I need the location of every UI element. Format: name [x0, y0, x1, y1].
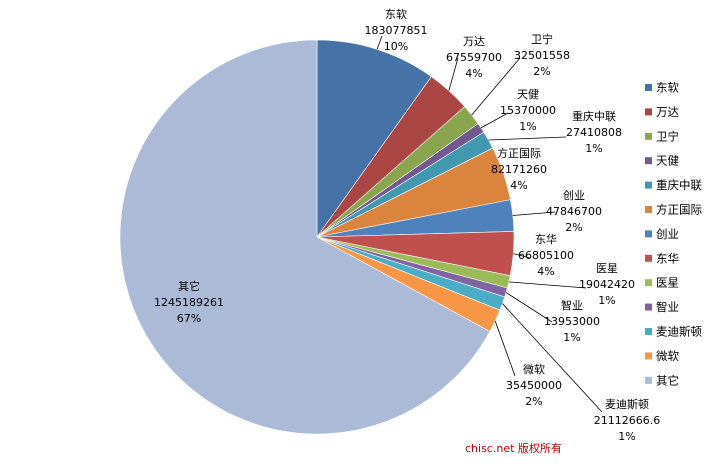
leader-lines: [376, 35, 603, 413]
data-label-value-4: 27410808: [566, 126, 622, 139]
data-label-value-0: 183077851: [365, 24, 428, 37]
data-label-value-10: 21112666.6: [594, 414, 660, 427]
legend-label-0: 东软: [656, 81, 679, 95]
data-label-name-7: 东华: [535, 232, 557, 246]
legend-label-10: 麦迪斯顿: [656, 325, 702, 339]
data-label-name-10: 麦迪斯顿: [605, 397, 649, 411]
legend-label-7: 东华: [656, 251, 679, 265]
data-label-percent-10: 1%: [618, 430, 635, 443]
data-label-percent-8: 1%: [598, 294, 615, 307]
legend-swatch-10: [645, 328, 652, 335]
leader-line-1: [448, 57, 459, 91]
data-label-percent-6: 2%: [565, 221, 582, 234]
legend-swatch-1: [645, 108, 652, 116]
data-label-percent-11: 2%: [525, 395, 542, 408]
legend-label-5: 方正国际: [656, 203, 702, 217]
copyright-credit: chisc.net 版权所有: [465, 442, 562, 455]
data-label-value-11: 35450000: [506, 379, 562, 392]
data-label-percent-4: 1%: [585, 142, 602, 155]
data-label-name-11: 微软: [523, 362, 545, 376]
data-label-name-6: 创业: [563, 189, 585, 202]
legend-swatch-5: [645, 206, 652, 213]
data-label-name-5: 方正国际: [497, 146, 541, 160]
data-label-percent-9: 1%: [563, 331, 580, 344]
data-labels: 东软 183077851 10% 万达 67559700 4% 卫宁 32501558 2% 天健…: [154, 7, 660, 443]
leader-line-11: [494, 320, 516, 377]
data-label-value-3: 15370000: [500, 104, 556, 117]
pie-slices: [119, 39, 515, 435]
data-label-value-5: 82171260: [491, 163, 547, 176]
data-label-name-9: 智业: [561, 298, 583, 312]
data-label-value-12: 1245189261: [154, 296, 224, 309]
legend-label-6: 创业: [656, 227, 679, 241]
data-label-name-2: 卫宁: [531, 32, 553, 46]
data-label-percent-0: 10%: [384, 40, 408, 53]
legend-swatch-2: [645, 132, 652, 140]
legend-swatch-0: [645, 84, 652, 91]
legend-label-8: 医星: [656, 276, 679, 290]
data-label-value-6: 47846700: [546, 205, 602, 218]
data-label-name-4: 重庆中联: [572, 109, 616, 123]
leader-line-9: [505, 292, 553, 323]
data-label-value-8: 19042420: [579, 278, 635, 291]
legend-swatch-6: [645, 230, 652, 238]
data-label-percent-2: 2%: [533, 65, 550, 78]
data-label-name-12: 其它: [178, 279, 200, 293]
legend-swatch-9: [645, 303, 652, 311]
leader-line-3: [480, 112, 509, 129]
legend-swatch-3: [645, 157, 652, 165]
data-label-value-1: 67559700: [446, 51, 502, 64]
legend-label-12: 其它: [656, 373, 679, 387]
pie-slice-0: [316, 39, 432, 238]
leader-line-4: [488, 136, 567, 141]
data-label-percent-5: 4%: [510, 179, 527, 192]
data-label-percent-7: 4%: [537, 265, 554, 278]
leader-line-6: [512, 211, 556, 216]
leader-line-10: [502, 303, 603, 413]
data-label-percent-3: 1%: [519, 120, 536, 133]
legend-label-1: 万达: [656, 105, 679, 119]
data-label-name-8: 医星: [596, 262, 618, 275]
legend-label-4: 重庆中联: [656, 178, 702, 192]
data-label-name-0: 东软: [385, 7, 407, 21]
legend-label-11: 微软: [656, 349, 679, 363]
leader-line-0: [376, 35, 383, 50]
legend-label-9: 智业: [656, 300, 679, 314]
leader-line-2: [471, 57, 521, 116]
leader-line-7: [513, 253, 531, 259]
legend-swatch-11: [645, 352, 652, 360]
data-label-value-9: 13953000: [544, 315, 600, 328]
data-label-percent-12: 67%: [177, 312, 201, 325]
legend-swatch-12: [645, 376, 652, 384]
data-label-name-3: 天健: [517, 88, 539, 101]
legend-swatch-8: [645, 279, 652, 287]
data-label-percent-1: 4%: [465, 67, 482, 80]
legend-swatch-4: [645, 181, 652, 189]
legend-swatch-7: [645, 254, 652, 262]
legend-label-3: 天健: [656, 154, 679, 168]
data-label-name-1: 万达: [463, 35, 485, 48]
pie-slice-12: [119, 39, 491, 435]
legend-label-2: 卫宁: [656, 129, 679, 143]
data-label-value-2: 32501558: [514, 49, 570, 62]
leader-line-8: [508, 281, 587, 289]
data-label-value-7: 66805100: [518, 249, 574, 262]
